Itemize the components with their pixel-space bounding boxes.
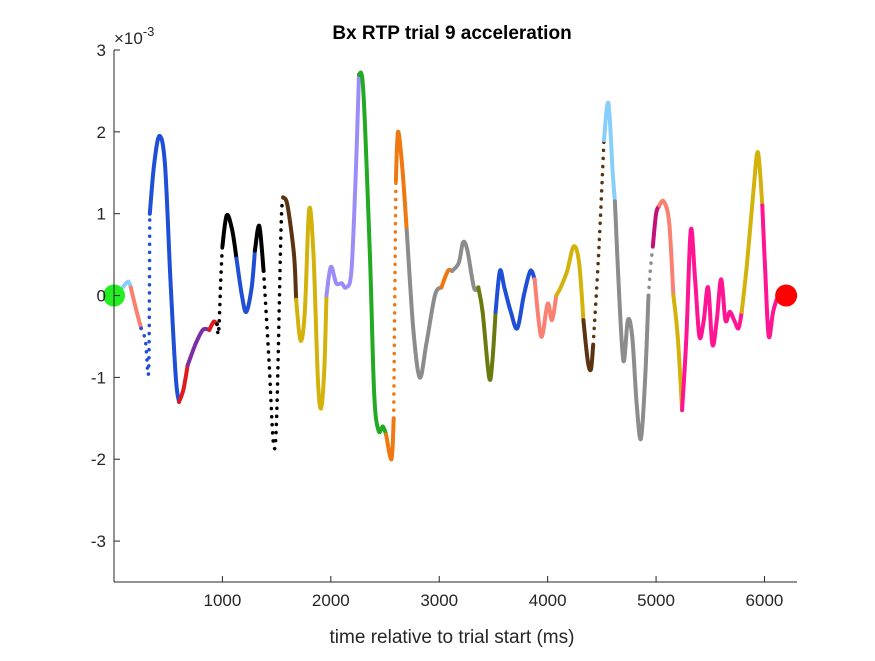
y-tick-label: 3 <box>97 41 106 60</box>
series-line <box>384 416 396 462</box>
x-tick-label: 3000 <box>420 591 458 610</box>
series-layer <box>120 70 789 462</box>
axes-layer <box>113 50 797 583</box>
series-line <box>391 179 398 421</box>
series-line <box>357 70 389 437</box>
x-tick-layer: 1000 2000 3000 4000 5000 6000 <box>203 576 783 610</box>
y-tick-label: 2 <box>97 123 106 142</box>
series-line <box>147 133 181 404</box>
series-line <box>252 223 266 273</box>
series-line <box>646 244 655 298</box>
y-exponent-power: -3 <box>143 24 155 39</box>
series-line <box>657 198 676 298</box>
chart-title: Bx RTP trial 9 acceleration <box>332 23 571 44</box>
series-line <box>139 211 152 377</box>
series-line <box>234 248 257 314</box>
series-line <box>739 150 765 314</box>
series-line <box>281 195 299 302</box>
series-line <box>185 326 212 368</box>
x-tick-label: 2000 <box>312 591 350 610</box>
x-axis-label: time relative to trial start (ms) <box>330 627 575 648</box>
series-line <box>324 72 361 298</box>
y-exponent-base: ×10 <box>114 29 143 48</box>
series-line <box>612 199 651 442</box>
y-tick-label: 0 <box>97 287 106 306</box>
y-tick-layer: -3 -2 -1 0 1 2 3 <box>91 41 120 551</box>
y-tick-label: 1 <box>97 205 106 224</box>
series-line <box>128 285 144 331</box>
series-line <box>450 239 481 293</box>
series-line <box>476 285 498 382</box>
series-line <box>261 195 285 451</box>
series-line <box>294 205 329 411</box>
series-line <box>220 212 239 261</box>
series-line <box>680 226 744 413</box>
series-line <box>404 228 444 380</box>
series-line <box>602 100 617 204</box>
y-exponent-label: ×10-3 <box>114 24 154 48</box>
series-line <box>591 138 606 347</box>
y-tick-label: -1 <box>91 368 106 387</box>
series-line <box>215 244 225 337</box>
series-line <box>554 244 586 323</box>
series-line <box>493 268 537 331</box>
series-line <box>177 363 190 404</box>
y-tick-label: -2 <box>91 450 106 469</box>
x-tick-label: 4000 <box>529 591 567 610</box>
series-line <box>532 277 559 339</box>
x-tick-label: 1000 <box>203 591 241 610</box>
x-tick-label: 6000 <box>746 591 784 610</box>
axes-background <box>114 50 797 582</box>
series-line <box>393 129 409 233</box>
y-tick-label: -3 <box>91 532 106 551</box>
series-line <box>581 318 596 373</box>
end-marker <box>775 284 798 307</box>
x-tick-label: 5000 <box>637 591 675 610</box>
